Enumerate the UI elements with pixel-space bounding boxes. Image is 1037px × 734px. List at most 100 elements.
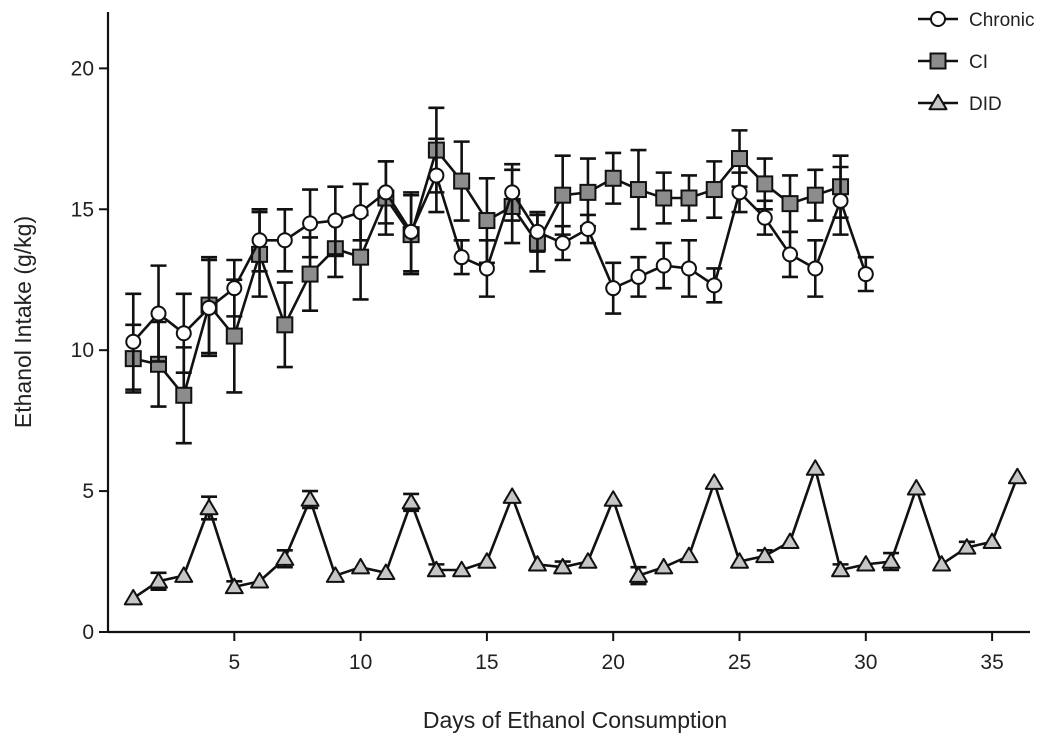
data-point-ci (655, 189, 673, 207)
data-point-ci (453, 172, 471, 190)
legend-marker-chronic (930, 11, 946, 27)
legend-label-chronic: Chronic (969, 10, 1034, 31)
data-point-did (502, 487, 522, 504)
data-point-did (527, 555, 547, 572)
data-point-chronic (782, 246, 799, 263)
data-point-ci (731, 150, 749, 168)
data-point-did (149, 572, 169, 589)
data-point-did (982, 532, 1002, 550)
data-point-did (250, 572, 270, 589)
data-point-chronic (832, 192, 849, 209)
data-point-did (174, 566, 194, 583)
data-point-did (755, 546, 775, 564)
data-point-did (603, 490, 623, 507)
data-point-ci (579, 183, 597, 201)
data-point-did (275, 549, 295, 566)
data-point-did (123, 588, 143, 606)
plot-area (123, 106, 1027, 606)
legend-marker-ci (929, 52, 947, 70)
data-point-did (730, 552, 750, 569)
series-line-did (132, 463, 1019, 600)
data-point-chronic (251, 232, 268, 249)
data-point-ci (554, 186, 572, 204)
data-point-chronic (706, 277, 723, 294)
y-tick-label: 0 (82, 621, 94, 644)
data-point-chronic (453, 249, 470, 266)
data-point-did (401, 493, 421, 510)
data-point-chronic (125, 333, 142, 350)
legend-item-ci: CI (918, 52, 988, 73)
data-point-chronic (857, 266, 874, 283)
data-point-did (856, 555, 876, 572)
x-tick-label: 10 (349, 651, 372, 674)
data-point-did (628, 566, 648, 583)
data-point-chronic (756, 209, 773, 226)
data-point-did (704, 473, 724, 490)
data-point-chronic (352, 204, 369, 221)
axes: 0 5 10 15 20 5 10 15 20 25 30 35 (71, 12, 1030, 674)
data-point-did (325, 566, 345, 583)
data-point-did (906, 479, 926, 496)
data-point-chronic (478, 260, 495, 277)
data-point-chronic (731, 184, 748, 201)
data-point-chronic (554, 235, 571, 252)
data-point-chronic (302, 215, 319, 232)
data-point-did (957, 538, 977, 555)
data-point-ci (352, 248, 370, 266)
data-point-did (805, 459, 825, 476)
data-point-chronic (428, 167, 445, 184)
data-point-did (452, 560, 472, 578)
data-point-ci (629, 181, 647, 199)
x-tick-label: 5 (228, 651, 240, 674)
series-line-chronic (132, 171, 868, 343)
data-point-ci (175, 386, 193, 404)
x-axis-title: Days of Ethanol Consumption (423, 707, 727, 733)
x-tick-label: 25 (728, 651, 751, 674)
data-point-did (376, 563, 396, 581)
data-point-chronic (377, 184, 394, 201)
legend-label-ci: CI (969, 52, 988, 73)
data-point-chronic (579, 221, 596, 237)
data-point-did (780, 532, 800, 550)
data-point-did (831, 560, 851, 578)
x-tick-label: 30 (854, 651, 877, 674)
data-point-chronic (276, 232, 293, 249)
data-point-chronic (403, 223, 420, 240)
data-point-did (477, 552, 497, 569)
legend-label-did: DID (969, 94, 1002, 115)
data-point-did (932, 555, 952, 572)
data-point-ci (301, 265, 319, 283)
data-point-chronic (655, 257, 672, 274)
y-tick-label: 20 (71, 57, 94, 80)
data-point-chronic (630, 268, 647, 285)
data-point-ci (756, 175, 774, 193)
data-point-chronic (504, 184, 521, 201)
data-point-chronic (529, 223, 546, 240)
y-tick-label: 10 (71, 339, 94, 362)
data-point-did (300, 490, 320, 507)
data-point-did (881, 552, 901, 569)
data-point-did (1007, 467, 1027, 485)
data-point-ci (705, 181, 723, 199)
data-point-ci (225, 327, 243, 345)
legend: Chronic CI DID (918, 10, 1034, 115)
data-point-did (578, 552, 598, 569)
data-point-ci (604, 169, 622, 187)
data-point-did (654, 557, 674, 575)
data-point-chronic (680, 260, 697, 277)
x-axis-ticks: 5 10 15 20 25 30 35 (228, 632, 1004, 674)
data-point-ci (781, 195, 799, 213)
legend-item-chronic: Chronic (918, 10, 1034, 31)
data-point-did (426, 560, 446, 578)
y-axis-title: Ethanol Intake (g/kg) (10, 216, 36, 428)
data-point-chronic (201, 299, 218, 316)
series-did (123, 459, 1027, 606)
data-point-ci (806, 186, 824, 204)
y-axis-ticks: 0 5 10 15 20 (71, 57, 108, 644)
data-point-did (351, 557, 371, 575)
data-point-did (553, 557, 573, 575)
data-point-chronic (807, 260, 824, 277)
data-point-chronic (175, 325, 192, 342)
data-point-ci (478, 212, 496, 230)
